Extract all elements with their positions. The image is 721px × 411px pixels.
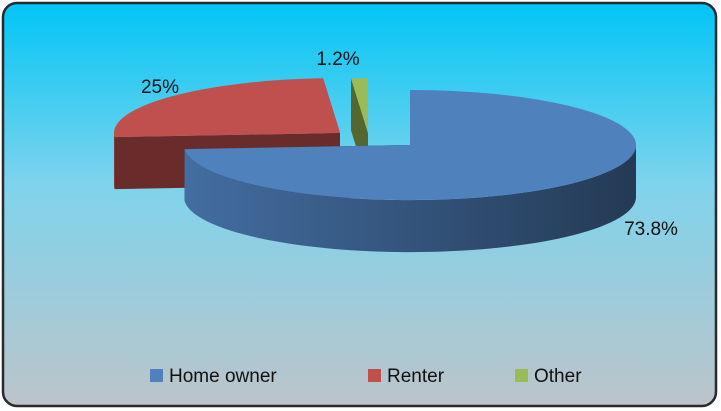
slice — [351, 78, 368, 133]
data-label: 1.2% — [316, 49, 359, 70]
legend-swatch — [368, 369, 381, 382]
slice-wall-shade — [113, 133, 115, 190]
pie: 73.8% 25% 1.2% — [113, 49, 678, 253]
legend: Home owner Renter Other — [150, 366, 582, 387]
slice-wall-shade — [184, 145, 637, 253]
legend-swatch — [150, 369, 163, 382]
legend-swatch — [515, 369, 528, 382]
data-label: 73.8% — [624, 219, 678, 240]
slice — [184, 90, 636, 201]
legend-label: Home owner — [169, 366, 277, 387]
data-label: 25% — [141, 77, 179, 98]
legend-label: Other — [534, 366, 582, 387]
slice — [113, 78, 340, 138]
legend-label: Renter — [387, 366, 445, 387]
